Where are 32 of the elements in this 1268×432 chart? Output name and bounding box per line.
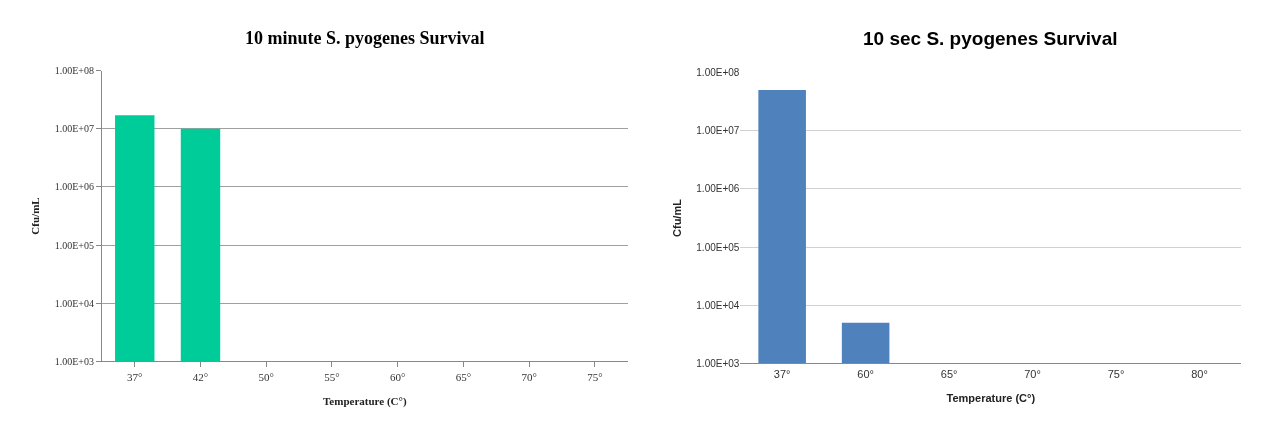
y-tick-label: 1.00E+05 [54,239,94,251]
y-tick-label: 1.00E+04 [696,299,740,311]
x-tick-label: 80° [1191,367,1208,380]
y-axis-title: Cfu/mL [670,198,683,237]
x-axis-title: Temperature (C°) [946,391,1036,404]
y-tick-label: 1.00E+08 [54,65,94,77]
x-tick-label: 60° [857,367,874,380]
x-tick-label: 37° [773,367,791,380]
x-tick-label: 70° [1024,367,1041,380]
x-tick-label: 70° [521,370,537,383]
x-tick-label: 60° [389,370,406,383]
x-tick-label: 75° [1107,367,1125,380]
x-tick-label: 42° [192,370,209,383]
y-tick-label: 1.00E+06 [696,183,740,195]
chart-title: 10 minute S. pyogenes Survival [245,28,485,48]
y-axis-title: Cfu/mL [29,197,42,235]
x-tick-label: 55° [324,370,340,383]
x-tick-label: 50° [258,370,274,383]
y-tick-label: 1.00E+05 [696,241,740,253]
y-tick-label: 1.00E+04 [54,297,94,309]
y-tick-label: 1.00E+06 [54,181,94,193]
chart-title: 10 sec S. pyogenes Survival [863,28,1118,49]
y-tick-label: 1.00E+03 [54,355,94,367]
x-tick-label: 37° [127,370,143,383]
y-tick-label: 1.00E+07 [696,125,740,137]
y-tick-label: 1.00E+03 [696,357,740,369]
y-tick-label: 1.00E+08 [696,67,740,79]
x-tick-label: 65° [455,370,472,383]
x-axis-title: Temperature (C°) [323,394,407,408]
x-tick-label: 65° [940,367,958,380]
x-tick-label: 75° [587,370,603,383]
y-tick-label: 1.00E+07 [54,123,94,135]
